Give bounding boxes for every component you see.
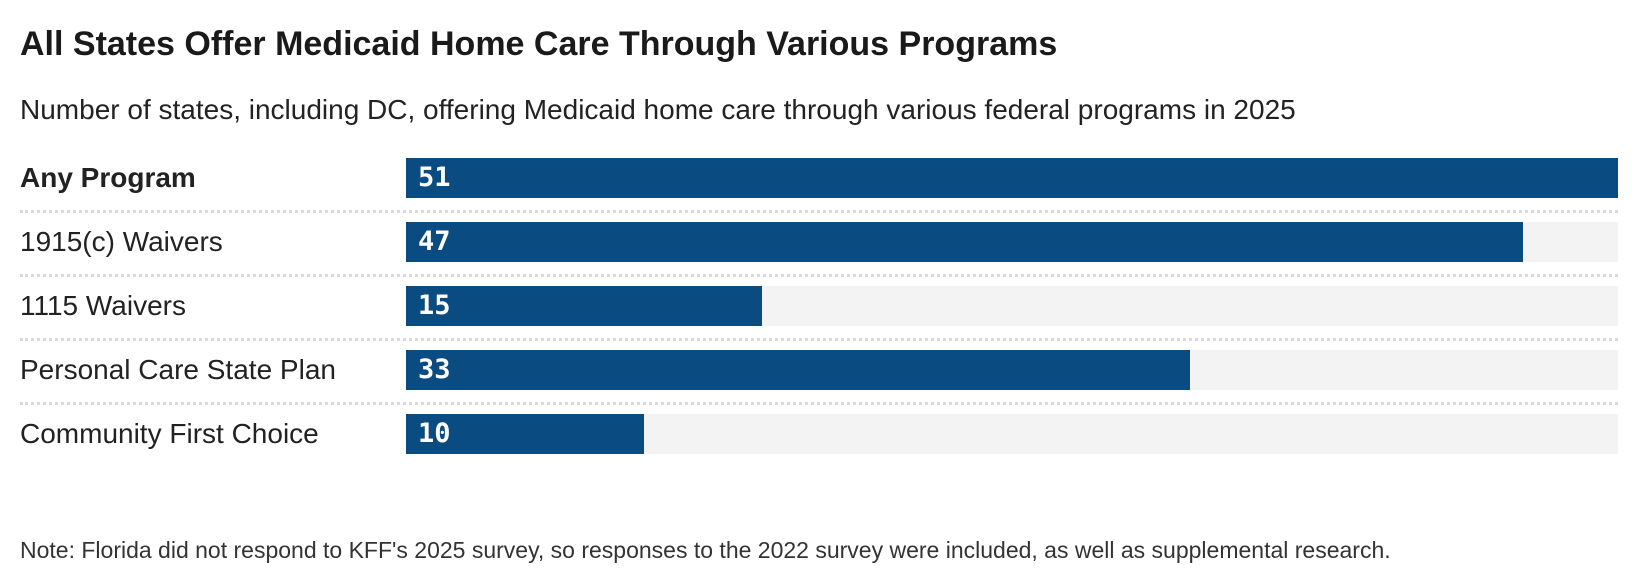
bar-track: 51	[406, 158, 1618, 198]
bar[interactable]: 10	[406, 414, 644, 454]
bar-row: 1115 Waivers 15	[0, 286, 1640, 326]
row-separator	[20, 402, 1618, 405]
bar-track: 15	[406, 286, 1618, 326]
category-label: 1115 Waivers	[20, 290, 186, 321]
chart-title: All States Offer Medicaid Home Care Thro…	[20, 25, 1058, 63]
row-separator	[20, 274, 1618, 277]
category-label: Personal Care State Plan	[20, 354, 336, 385]
bar-value-label: 10	[418, 418, 451, 449]
category-label: Any Program	[20, 162, 196, 193]
bar-value-label: 51	[418, 162, 451, 193]
bar-track: 33	[406, 350, 1618, 390]
chart-subtitle: Number of states, including DC, offering…	[20, 94, 1296, 125]
row-separator	[20, 338, 1618, 341]
row-separator	[20, 210, 1618, 213]
bar-track: 10	[406, 414, 1618, 454]
bar-row: Personal Care State Plan 33	[0, 350, 1640, 390]
category-label: Community First Choice	[20, 418, 319, 449]
bar-value-label: 15	[418, 290, 451, 321]
bar-value-label: 33	[418, 354, 451, 385]
bar-row: 1915(c) Waivers 47	[0, 222, 1640, 262]
bar-value-label: 47	[418, 226, 451, 257]
bar[interactable]: 51	[406, 158, 1618, 198]
bar-track: 47	[406, 222, 1618, 262]
chart-note: Note: Florida did not respond to KFF's 2…	[20, 537, 1391, 563]
category-label: 1915(c) Waivers	[20, 226, 223, 257]
bar-row: Community First Choice 10	[0, 414, 1640, 454]
bar[interactable]: 33	[406, 350, 1191, 390]
bar[interactable]: 15	[406, 286, 763, 326]
bar-row: Any Program 51	[0, 158, 1640, 198]
bar[interactable]: 47	[406, 222, 1523, 262]
